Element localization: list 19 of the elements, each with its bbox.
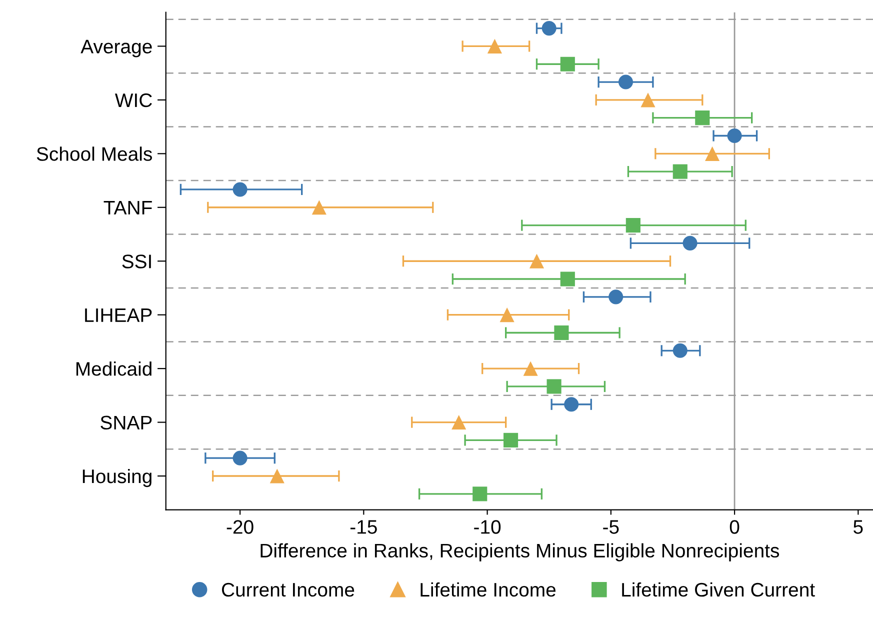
y-tick-label: School Meals [36,146,152,161]
y-tick-label: LIHEAP [85,308,152,322]
y-tick-label: SSI [122,254,151,268]
y-tick-label: Housing [82,468,152,488]
x-tick-label: -15 [350,520,377,534]
y-tick-label: Average [80,40,152,58]
x-tick-label: 5 [854,520,863,534]
legend-label: Lifetime Given Current [622,582,815,597]
legend-label: Current Income [222,582,354,597]
y-tick-label: SNAP [100,416,152,430]
x-tick-label: -10 [474,520,501,534]
x-tick-label: 0 [730,520,740,534]
x-axis-title: Difference in Ranks, Recipients Minus Eligible Nonrecipients [260,543,780,562]
x-tick-label: -20 [226,520,254,534]
y-tick-label: TANF [104,201,152,214]
x-tick-label: -5 [603,520,619,534]
legend-label: Lifetime Income [420,582,556,597]
y-tick-label: Medicaid [76,362,152,376]
y-tick-label: WIC [114,93,152,108]
